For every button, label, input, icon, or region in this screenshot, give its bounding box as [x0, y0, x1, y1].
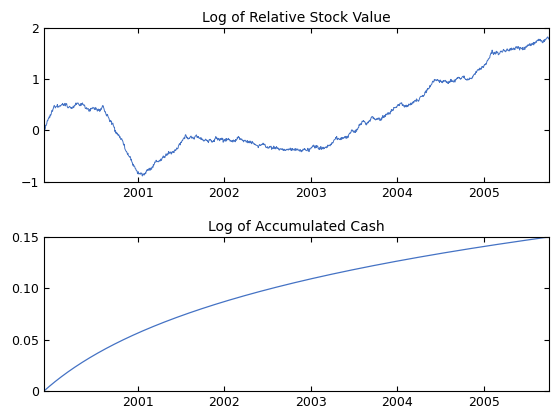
Title: Log of Accumulated Cash: Log of Accumulated Cash: [208, 220, 385, 234]
Title: Log of Relative Stock Value: Log of Relative Stock Value: [202, 11, 391, 25]
